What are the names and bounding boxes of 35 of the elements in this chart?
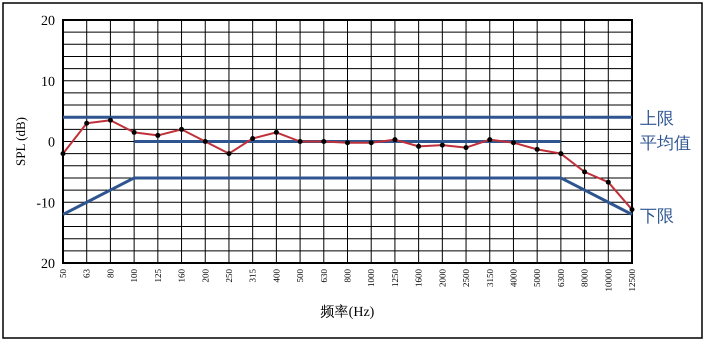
x-tick-label: 630 — [318, 268, 329, 282]
x-tick-label: 315 — [248, 268, 258, 282]
x-tick-label: 4000 — [508, 268, 518, 287]
x-tick-label: 6300 — [556, 268, 566, 287]
x-tick-label: 800 — [342, 268, 352, 282]
x-tick-label: 8000 — [580, 268, 590, 287]
x-tick-label: 160 — [176, 268, 187, 282]
x-tick-label: 100 — [129, 268, 140, 282]
x-tick-label: 2500 — [461, 268, 472, 287]
y-tick-label: 0 — [48, 136, 55, 150]
y-tick-label: 10 — [41, 74, 55, 90]
x-tick-label: 125 — [152, 268, 163, 282]
y-axis-title: SPL (dB) — [13, 117, 28, 166]
y-tick-label: 20 — [41, 14, 55, 29]
text: 平均值 — [640, 134, 691, 152]
series-label: 上限 — [640, 109, 674, 128]
x-tick-label: 1250 — [390, 268, 400, 287]
x-tick-label: 63 — [82, 268, 92, 278]
x-tick-label: 12500 — [627, 268, 637, 292]
x-tick-label: 80 — [105, 268, 116, 278]
x-tick-label: 400 — [271, 268, 282, 282]
x-tick-label: 500 — [295, 268, 306, 282]
series-label: 下限 — [640, 206, 674, 226]
x-tick-label: 3150 — [484, 268, 495, 287]
x-tick-label: 250 — [224, 268, 234, 282]
x-tick-label: 2000 — [437, 268, 448, 287]
x-tick-label: 200 — [200, 268, 210, 282]
x-tick-label: 50 — [58, 268, 68, 278]
x-tick-label: 10000 — [603, 268, 614, 292]
y-tick-label: 20 — [41, 257, 55, 272]
x-tick-label: 1600 — [414, 268, 424, 287]
x-tick-label: 5000 — [532, 268, 542, 287]
x-axis-title: 频率(Hz) — [320, 304, 375, 320]
x-tick-label: 1000 — [366, 268, 376, 287]
y-tick-label: -10 — [36, 196, 55, 212]
